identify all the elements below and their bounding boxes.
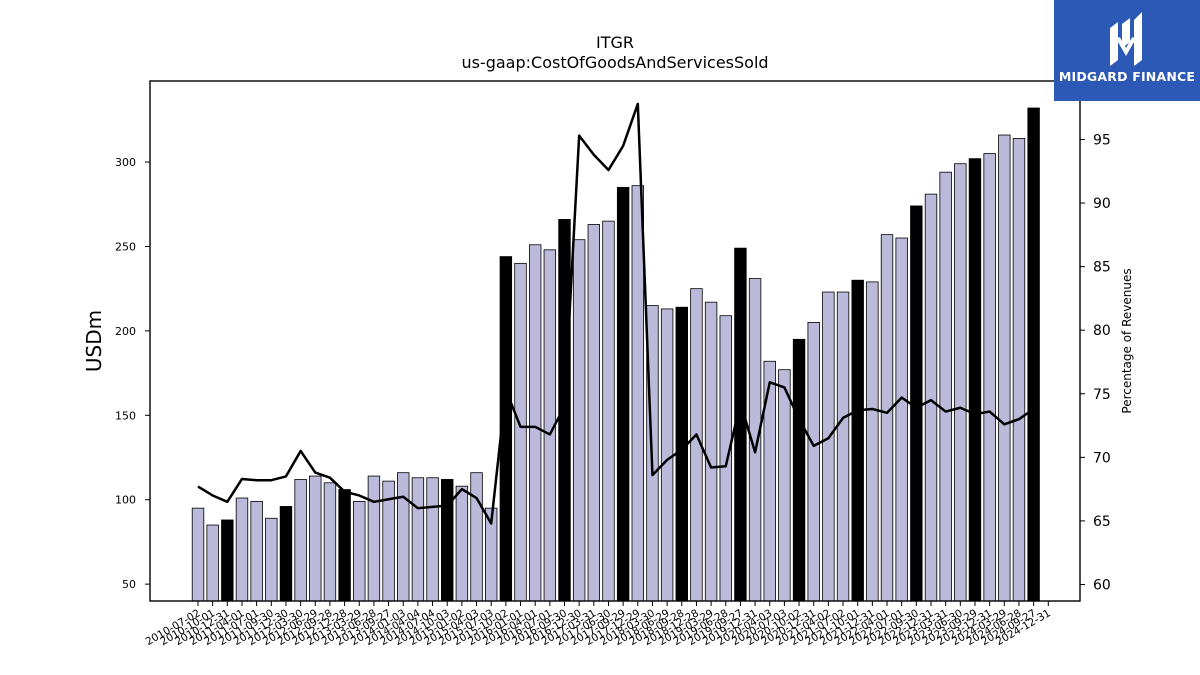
bar-2010-07-02 xyxy=(191,507,205,602)
y-tick-label: 300 xyxy=(115,156,136,169)
y2-tick-label: 90 xyxy=(1093,196,1111,212)
bar-2020-12-31 xyxy=(807,322,820,602)
y2-tick-label: 60 xyxy=(1093,577,1111,593)
bar-2024-06-28 xyxy=(1012,137,1026,602)
x-axis: 2010-07-022010-10-012010-12-312011-04-01… xyxy=(144,601,1053,648)
y-tick-label: 100 xyxy=(115,494,136,507)
bar-2014-04-04 xyxy=(411,477,425,602)
bar-2016-04-01 xyxy=(528,244,542,602)
y2-tick-label: 70 xyxy=(1093,450,1111,466)
y2-tick-label: 80 xyxy=(1093,323,1111,339)
bar-2012-09-28 xyxy=(323,482,337,602)
bar-2023-12-31 xyxy=(983,153,996,602)
y-axis-right: 60 65 70 75 80 85 90 95 xyxy=(1080,132,1111,593)
bar-2014-10-03 xyxy=(441,479,454,602)
y2-tick-label: 95 xyxy=(1093,132,1111,148)
bar-2011-12-30 xyxy=(279,506,293,602)
y-tick-label: 150 xyxy=(115,409,136,422)
y2-tick-label: 85 xyxy=(1093,260,1111,276)
bar-2017-03-31 xyxy=(587,224,601,602)
chart-subtitle: us-gaap:CostOfGoodsAndServicesSold xyxy=(461,53,768,72)
bar-2019-03-29 xyxy=(704,301,718,602)
bar-2021-10-01 xyxy=(851,279,864,602)
y-tick-label: 250 xyxy=(115,240,136,253)
y2-tick-label: 75 xyxy=(1093,387,1111,403)
logo-mark-icon xyxy=(1110,12,1142,66)
bar-2010-12-31 xyxy=(221,519,234,602)
bar-2013-03-29 xyxy=(353,500,366,602)
bar-2016-09-30 xyxy=(558,219,571,602)
bar-2015-01-02 xyxy=(455,485,469,602)
y-axis-label: USDm xyxy=(82,310,106,372)
bar-2017-09-29 xyxy=(616,186,630,602)
percentage-line-series xyxy=(197,102,1035,525)
y2-axis-label: Percentage of Revenues xyxy=(1120,268,1134,413)
bar-2017-06-30 xyxy=(602,220,615,602)
percentage-line xyxy=(197,102,1035,525)
y2-tick-label: 65 xyxy=(1093,514,1111,530)
y-axis-left: 50 100 150 200 250 300 xyxy=(115,156,150,591)
bar-series xyxy=(191,107,1040,602)
bar-2015-04-03 xyxy=(470,472,483,602)
bar-2022-07-01 xyxy=(895,237,908,602)
bar-2023-09-29 xyxy=(968,158,982,602)
bar-2017-12-29 xyxy=(631,185,645,602)
bar-2019-06-28 xyxy=(719,315,732,602)
bar-2014-01-03 xyxy=(397,472,410,602)
bar-2013-06-28 xyxy=(367,475,381,602)
bar-2021-12-31 xyxy=(866,281,879,602)
bar-2018-09-28 xyxy=(675,306,688,602)
bar-2023-03-31 xyxy=(939,171,952,602)
bar-2012-12-28 xyxy=(338,489,351,602)
bar-2016-12-30 xyxy=(572,239,586,602)
chart-title: ITGR xyxy=(596,33,634,52)
bar-2023-06-30 xyxy=(954,163,967,602)
bar-2024-03-29 xyxy=(998,134,1011,602)
bar-2012-03-30 xyxy=(294,479,307,602)
brand-logo: MIDGARD FINANCE xyxy=(1054,0,1200,101)
bar-2018-06-29 xyxy=(660,308,674,602)
bar-2020-07-03 xyxy=(778,369,791,602)
y-tick-label: 50 xyxy=(122,578,136,591)
bar-2021-04-02 xyxy=(822,291,835,602)
bar-2011-07-01 xyxy=(250,500,263,602)
bar-2012-06-29 xyxy=(309,475,322,602)
bar-2011-04-01 xyxy=(235,497,249,602)
bar-2011-09-30 xyxy=(265,517,278,602)
y-tick-label: 200 xyxy=(115,325,136,338)
bar-2022-04-01 xyxy=(880,234,894,602)
plot-area-frame xyxy=(149,80,1081,602)
bar-2021-07-02 xyxy=(836,291,850,602)
brand-name: MIDGARD FINANCE xyxy=(1058,69,1196,84)
bar-2016-01-01 xyxy=(514,262,527,602)
bar-2020-10-02 xyxy=(792,338,806,602)
bar-2022-12-31 xyxy=(924,193,938,602)
bar-2024-09-27 xyxy=(1027,107,1040,602)
bar-2010-10-01 xyxy=(206,524,219,602)
bar-2014-07-04 xyxy=(426,477,439,602)
